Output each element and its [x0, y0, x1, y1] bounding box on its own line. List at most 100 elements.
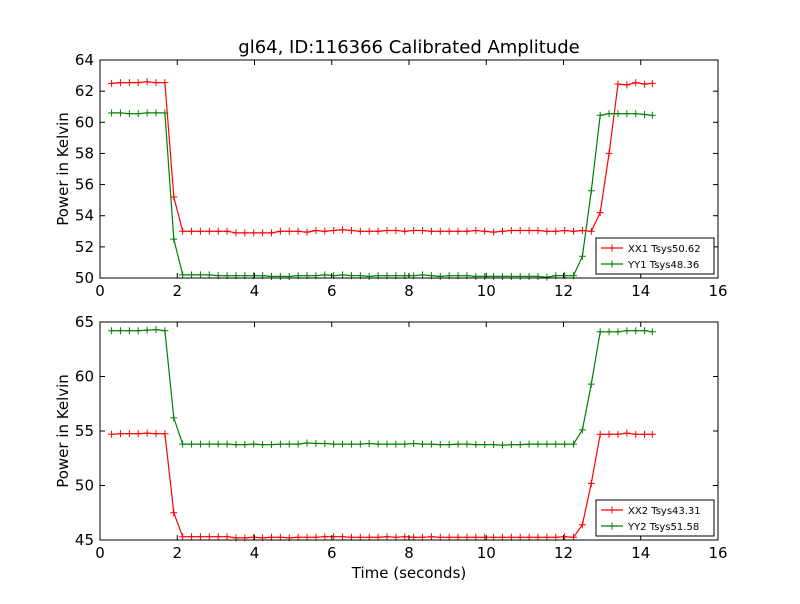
- x-tick-label: 6: [327, 544, 337, 562]
- data-point: [232, 229, 240, 237]
- data-point: [525, 272, 533, 280]
- data-point: [534, 227, 542, 235]
- data-point: [267, 272, 275, 280]
- series-markers-1: [108, 429, 656, 542]
- data-point: [641, 430, 649, 438]
- data-point: [321, 533, 329, 541]
- data-point: [347, 440, 355, 448]
- y-tick-label: 62: [75, 82, 94, 100]
- data-point: [516, 227, 524, 235]
- data-point: [294, 440, 302, 448]
- data-point: [161, 79, 169, 87]
- legend-box: [595, 237, 715, 275]
- legend-label: YY1 Tsys48.36: [627, 260, 699, 271]
- x-tick-label: 14: [631, 544, 650, 562]
- legend-label: XX1 Tsys50.62: [628, 244, 701, 255]
- data-point: [223, 533, 231, 541]
- data-point: [534, 440, 542, 448]
- data-point: [152, 79, 160, 87]
- x-tick-label: 10: [477, 544, 496, 562]
- data-point: [374, 227, 382, 235]
- data-point: [330, 227, 338, 235]
- legend-label: YY2 Tsys51.58: [627, 522, 699, 533]
- data-point: [596, 111, 604, 119]
- x-tick-label: 12: [554, 282, 573, 300]
- data-point: [623, 429, 631, 437]
- legend-marker: [608, 244, 616, 252]
- legend-entry: YY2 Tsys51.58: [601, 522, 699, 533]
- data-point: [152, 430, 160, 438]
- data-point: [454, 440, 462, 448]
- data-point: [143, 109, 151, 117]
- legend-box: [595, 499, 715, 537]
- data-point: [436, 441, 444, 449]
- data-point: [321, 440, 329, 448]
- data-point: [214, 533, 222, 541]
- x-tick-label: 4: [250, 544, 260, 562]
- legend-marker: [608, 260, 616, 268]
- data-point: [205, 271, 213, 279]
- data-point: [188, 271, 196, 279]
- data-point: [632, 327, 640, 335]
- data-point: [196, 227, 204, 235]
- data-point: [356, 440, 364, 448]
- data-point: [596, 430, 604, 438]
- data-point: [152, 326, 160, 334]
- x-axis-label: Time (seconds): [351, 564, 467, 582]
- data-point: [179, 440, 187, 448]
- data-point: [516, 272, 524, 280]
- data-point: [321, 271, 329, 279]
- y-axis-label: Power in Kelvin: [54, 112, 72, 226]
- data-point: [339, 226, 347, 234]
- legend: XX1 Tsys50.62 YY1 Tsys48.36: [595, 237, 715, 275]
- data-point: [188, 440, 196, 448]
- y-tick-label: 50: [75, 477, 94, 495]
- data-point: [605, 149, 613, 157]
- data-point: [259, 229, 267, 237]
- data-point: [543, 273, 551, 281]
- data-point: [481, 272, 489, 280]
- data-point: [507, 227, 515, 235]
- data-point: [570, 227, 578, 235]
- data-point: [561, 227, 569, 235]
- x-tick-label: 8: [404, 544, 414, 562]
- data-point: [232, 441, 240, 449]
- data-point: [454, 227, 462, 235]
- x-tick-label: 10: [477, 282, 496, 300]
- data-point: [276, 227, 284, 235]
- data-point: [641, 111, 649, 118]
- data-point: [339, 271, 347, 279]
- data-point: [525, 227, 533, 235]
- data-point: [205, 533, 213, 541]
- data-point: [614, 110, 622, 118]
- data-point: [303, 228, 311, 236]
- data-point: [490, 441, 498, 449]
- data-point: [250, 229, 258, 237]
- x-tick-label: 6: [327, 282, 337, 300]
- y-tick-label: 45: [75, 531, 94, 549]
- data-point: [427, 440, 435, 448]
- data-point: [205, 440, 213, 448]
- x-tick-label: 8: [404, 282, 414, 300]
- data-point: [196, 271, 204, 279]
- data-point: [223, 440, 231, 448]
- data-point: [267, 229, 275, 237]
- data-point: [143, 429, 151, 437]
- x-tick-label: 4: [250, 282, 260, 300]
- data-point: [116, 109, 124, 117]
- data-point: [196, 533, 204, 541]
- data-point: [578, 521, 586, 529]
- data-point: [552, 440, 560, 448]
- data-point: [596, 209, 604, 217]
- data-point: [490, 228, 498, 236]
- data-point: [648, 430, 656, 438]
- data-point: [116, 79, 124, 87]
- data-point: [392, 440, 400, 448]
- x-tick-label: 2: [172, 282, 182, 300]
- data-point: [427, 227, 435, 235]
- data-point: [276, 272, 284, 280]
- legend-entry: XX1 Tsys50.62: [601, 244, 701, 255]
- data-point: [481, 227, 489, 235]
- data-point: [632, 110, 640, 118]
